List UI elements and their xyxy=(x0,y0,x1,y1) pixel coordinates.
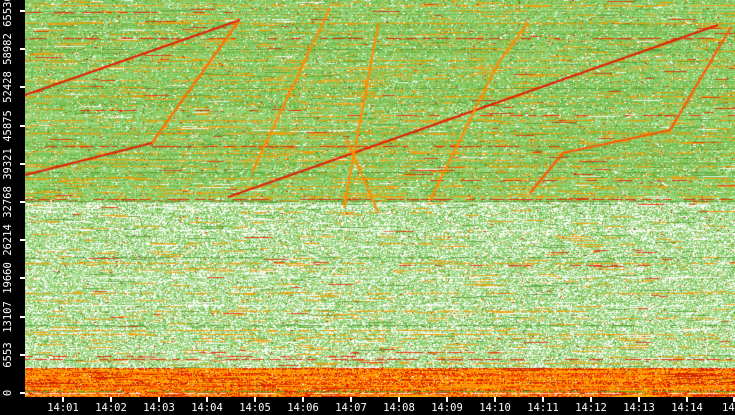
x-tick xyxy=(542,397,544,402)
y-tick xyxy=(20,354,25,356)
x-tick xyxy=(254,397,256,402)
y-tick-label: 13107 xyxy=(2,301,14,333)
heatmap-canvas xyxy=(25,0,735,397)
y-tick xyxy=(20,392,25,394)
y-tick xyxy=(20,277,25,279)
x-tick-label: 14:03 xyxy=(143,402,175,414)
x-tick xyxy=(158,397,160,402)
y-tick-label: 19660 xyxy=(2,262,14,294)
x-tick xyxy=(446,397,448,402)
x-tick xyxy=(302,397,304,402)
x-tick xyxy=(590,397,592,402)
x-tick-label-partial: 14 xyxy=(722,402,735,414)
x-tick-label: 14:02 xyxy=(95,402,127,414)
x-tick-label: 14:07 xyxy=(335,402,367,414)
y-tick xyxy=(20,10,25,12)
x-tick-label: 14:04 xyxy=(191,402,223,414)
x-tick xyxy=(638,397,640,402)
x-tick-label: 14:01 xyxy=(47,402,79,414)
x-tick xyxy=(62,397,64,402)
x-tick-label: 14:12 xyxy=(575,402,607,414)
x-tick xyxy=(110,397,112,402)
y-tick-label: 39321 xyxy=(2,148,14,180)
x-tick xyxy=(350,397,352,402)
y-tick-label: 26214 xyxy=(2,224,14,256)
x-tick-label: 14:14 xyxy=(671,402,703,414)
x-tick xyxy=(206,397,208,402)
y-tick xyxy=(20,239,25,241)
x-tick-label: 14:05 xyxy=(239,402,271,414)
y-tick-label: 45875 xyxy=(2,110,14,142)
y-tick xyxy=(20,48,25,50)
y-tick-label: 32768 xyxy=(2,186,14,218)
y-tick xyxy=(20,201,25,203)
x-tick xyxy=(494,397,496,402)
y-tick xyxy=(20,125,25,127)
y-tick-label: 0 xyxy=(2,389,14,397)
x-tick-label: 14:11 xyxy=(527,402,559,414)
x-tick xyxy=(686,397,688,402)
y-tick-label: 58982 xyxy=(2,33,14,65)
x-tick-label: 14:13 xyxy=(623,402,655,414)
y-tick xyxy=(20,163,25,165)
x-tick xyxy=(733,397,735,402)
x-tick xyxy=(398,397,400,402)
y-tick xyxy=(20,316,25,318)
x-tick-label: 14:10 xyxy=(479,402,511,414)
x-tick-label: 14:09 xyxy=(431,402,463,414)
y-tick-label: 52428 xyxy=(2,71,14,103)
y-tick-label: 65536 xyxy=(2,0,14,27)
y-tick-label: 6553 xyxy=(2,342,14,368)
y-tick xyxy=(20,86,25,88)
x-tick-label: 14:08 xyxy=(383,402,415,414)
x-tick-label: 14:06 xyxy=(287,402,319,414)
